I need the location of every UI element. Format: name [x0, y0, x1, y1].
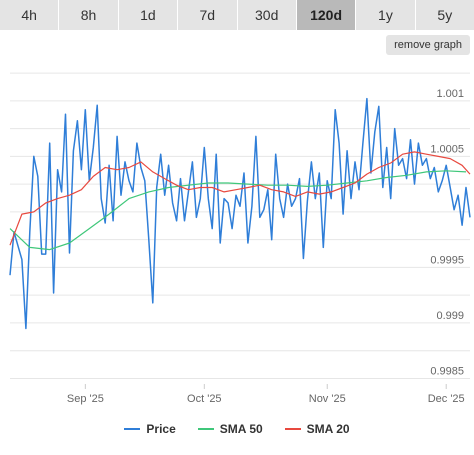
tab-120d[interactable]: 120d — [296, 0, 357, 30]
legend-swatch-sma50 — [197, 428, 214, 430]
legend-item-price[interactable]: Price — [124, 418, 176, 440]
legend-item-sma50[interactable]: SMA 50 — [197, 418, 263, 440]
tab-7d[interactable]: 7d — [178, 0, 238, 30]
series-line-price — [9, 97, 471, 330]
y-tick-label: 1.0005 — [430, 143, 464, 155]
y-tick-label: 0.9995 — [430, 254, 464, 266]
series-line-sma50 — [9, 170, 467, 251]
legend-label-sma50: SMA 50 — [219, 422, 263, 436]
legend-item-sma20[interactable]: SMA 20 — [284, 418, 350, 440]
tab-1d[interactable]: 1d — [118, 0, 179, 30]
series-lines — [9, 97, 471, 330]
x-axis-ticks: Sep '25 Oct '25 Nov '25 Dec '25 — [67, 384, 465, 405]
x-tick-label: Oct '25 — [187, 393, 222, 405]
y-tick-label: 1.001 — [436, 88, 464, 100]
series-line-sma20 — [9, 151, 471, 246]
range-tabs: 4h 8h 1d 7d 30d 120d 1y 5y — [0, 0, 474, 30]
y-tick-label: 0.999 — [436, 310, 464, 322]
x-tick-label: Nov '25 — [309, 393, 346, 405]
grid-lines — [10, 72, 470, 379]
chart-legend: Price SMA 50 SMA 20 — [0, 418, 474, 440]
legend-swatch-sma20 — [284, 428, 301, 430]
legend-swatch-price — [124, 428, 141, 430]
y-axis-ticks: 0.9985 0.999 0.9995 1.0005 1.001 — [430, 88, 464, 378]
x-tick-label: Sep '25 — [67, 393, 104, 405]
x-tick-label: Dec '25 — [428, 393, 465, 405]
tab-30d[interactable]: 30d — [237, 0, 297, 30]
tab-1y[interactable]: 1y — [356, 0, 416, 30]
tab-5y[interactable]: 5y — [415, 0, 474, 30]
remove-graph-button[interactable]: remove graph — [386, 35, 470, 55]
legend-label-price: Price — [146, 422, 176, 436]
tab-8h[interactable]: 8h — [59, 0, 119, 30]
price-chart: 0.9985 0.999 0.9995 1.0005 1.001 Sep '25 Oct … — [9, 72, 471, 405]
tab-4h[interactable]: 4h — [0, 0, 60, 30]
y-tick-label: 0.9985 — [430, 365, 464, 377]
legend-label-sma20: SMA 20 — [306, 422, 350, 436]
